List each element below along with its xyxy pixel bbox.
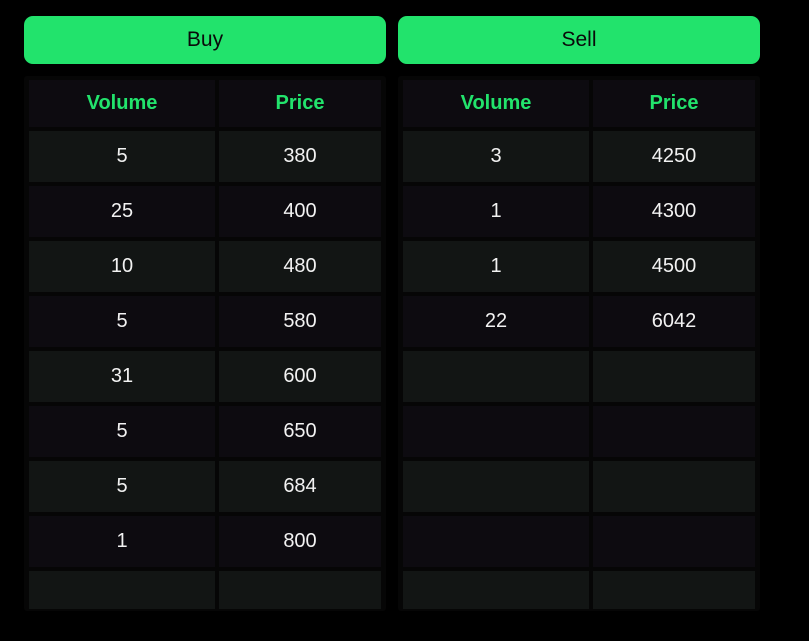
buy-row-8-volume: 1 (29, 516, 215, 567)
buy-row-5-price: 600 (219, 351, 381, 402)
sell-row-1-volume: 3 (403, 131, 589, 182)
sell-row-2-price: 4300 (593, 186, 755, 237)
buy-price-header: Price (219, 80, 381, 127)
sell-row-5-volume (403, 351, 589, 402)
sell-row-7-price (593, 461, 755, 512)
sell-row-8-price (593, 516, 755, 567)
sell-panel: Sell Volume Price 3 4250 1 4300 1 4500 2… (398, 16, 760, 611)
buy-row-7-price: 684 (219, 461, 381, 512)
buy-row-3-volume: 10 (29, 241, 215, 292)
sell-row-2-volume: 1 (403, 186, 589, 237)
buy-row-5-volume: 31 (29, 351, 215, 402)
sell-order-book: Volume Price 3 4250 1 4300 1 4500 22 604… (398, 76, 760, 611)
buy-row-7-volume: 5 (29, 461, 215, 512)
buy-row-4-price: 580 (219, 296, 381, 347)
buy-order-book: Volume Price 5 380 25 400 10 480 5 580 3… (24, 76, 386, 611)
buy-row-9-price (219, 571, 381, 609)
buy-row-1-volume: 5 (29, 131, 215, 182)
buy-panel: Buy Volume Price 5 380 25 400 10 480 5 5… (24, 16, 386, 611)
sell-row-4-volume: 22 (403, 296, 589, 347)
buy-row-6-price: 650 (219, 406, 381, 457)
sell-row-3-price: 4500 (593, 241, 755, 292)
buy-row-4-volume: 5 (29, 296, 215, 347)
sell-row-6-price (593, 406, 755, 457)
buy-order-table: Volume Price 5 380 25 400 10 480 5 580 3… (29, 80, 381, 609)
sell-order-table: Volume Price 3 4250 1 4300 1 4500 22 604… (403, 80, 755, 609)
sell-row-6-volume (403, 406, 589, 457)
sell-row-3-volume: 1 (403, 241, 589, 292)
buy-button[interactable]: Buy (24, 16, 386, 64)
buy-row-2-price: 400 (219, 186, 381, 237)
sell-price-header: Price (593, 80, 755, 127)
sell-button[interactable]: Sell (398, 16, 760, 64)
sell-row-8-volume (403, 516, 589, 567)
buy-row-2-volume: 25 (29, 186, 215, 237)
buy-volume-header: Volume (29, 80, 215, 127)
buy-row-8-price: 800 (219, 516, 381, 567)
buy-row-3-price: 480 (219, 241, 381, 292)
sell-row-1-price: 4250 (593, 131, 755, 182)
buy-row-9-volume (29, 571, 215, 609)
sell-row-4-price: 6042 (593, 296, 755, 347)
sell-row-9-volume (403, 571, 589, 609)
sell-volume-header: Volume (403, 80, 589, 127)
buy-row-6-volume: 5 (29, 406, 215, 457)
sell-row-9-price (593, 571, 755, 609)
sell-row-7-volume (403, 461, 589, 512)
sell-row-5-price (593, 351, 755, 402)
buy-row-1-price: 380 (219, 131, 381, 182)
